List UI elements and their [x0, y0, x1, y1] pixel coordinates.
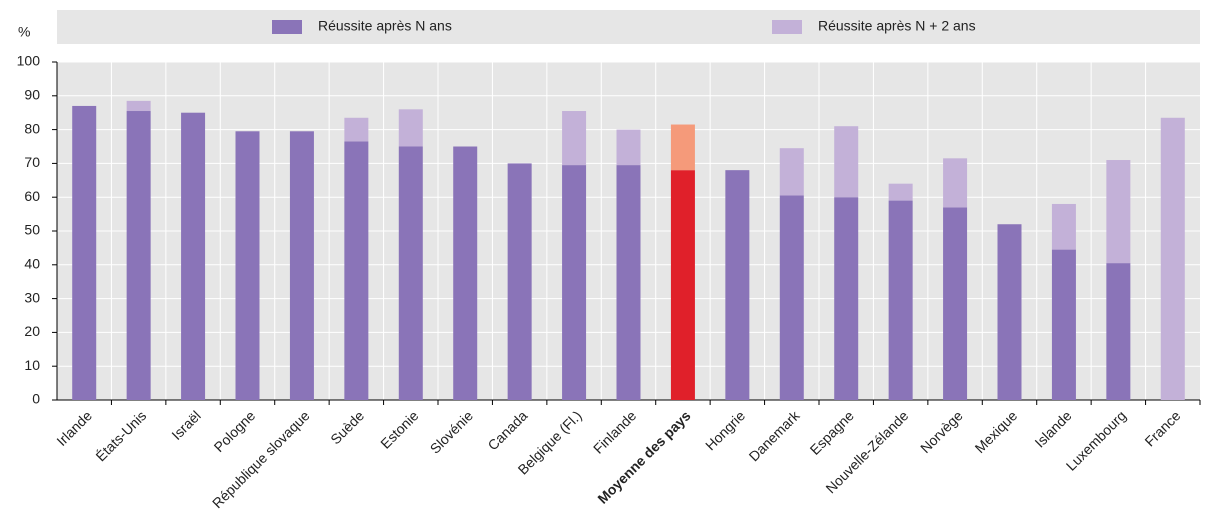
bar	[72, 105, 97, 400]
y-unit: %	[18, 24, 30, 40]
y-tick-label: 40	[24, 256, 40, 272]
bar	[779, 148, 804, 196]
bar	[398, 109, 423, 147]
x-tick-label: Norvège	[917, 407, 966, 456]
bar	[779, 195, 804, 400]
bar	[235, 131, 260, 401]
bar	[1106, 263, 1131, 400]
bar	[943, 158, 968, 208]
bar	[1106, 160, 1131, 264]
x-tick-label: Pologne	[211, 407, 259, 455]
legend-swatch	[272, 20, 302, 34]
bar	[997, 224, 1022, 400]
bar	[670, 124, 695, 171]
bar	[725, 170, 750, 400]
bar	[616, 129, 641, 166]
bar	[126, 100, 151, 112]
bar	[126, 111, 151, 400]
y-tick-label: 50	[24, 222, 40, 238]
y-tick-label: 20	[24, 323, 40, 339]
bar	[453, 146, 478, 400]
legend-swatch	[772, 20, 802, 34]
y-tick-label: 30	[24, 289, 40, 305]
bar	[834, 126, 859, 198]
x-tick-label: Israël	[168, 407, 204, 443]
legend-label: Réussite après N + 2 ans	[818, 18, 976, 34]
x-tick-label: Moyenne des pays	[594, 407, 693, 506]
bar	[888, 200, 913, 400]
bar	[616, 165, 641, 400]
bar	[943, 207, 968, 400]
x-tick-label: Estonie	[377, 407, 421, 451]
legend-background	[57, 10, 1200, 44]
x-tick-label: Hongrie	[702, 407, 748, 453]
y-tick-label: 100	[17, 53, 41, 69]
x-tick-label: États-Unis	[92, 407, 149, 464]
x-tick-label: Suède	[327, 407, 367, 447]
x-tick-label: Slovénie	[427, 407, 476, 456]
x-tick-label: Islande	[1031, 407, 1074, 450]
bar	[670, 170, 695, 400]
bar	[1160, 117, 1185, 401]
y-tick-label: 10	[24, 357, 40, 373]
bar	[834, 197, 859, 400]
bar	[289, 131, 314, 401]
y-tick-label: 0	[32, 391, 40, 407]
bar	[1051, 249, 1076, 400]
x-tick-label: Espagne	[807, 407, 858, 458]
y-tick-label: 60	[24, 188, 40, 204]
y-tick-label: 70	[24, 154, 40, 170]
bar	[344, 117, 369, 142]
x-tick-label: République slovaque	[209, 407, 313, 511]
y-tick-label: 80	[24, 120, 40, 136]
bar	[181, 112, 206, 400]
x-tick-label: Danemark	[746, 407, 804, 465]
bar	[1051, 203, 1076, 250]
bar	[562, 111, 587, 166]
x-tick-label: France	[1141, 407, 1183, 449]
x-tick-label: Irlande	[53, 407, 95, 449]
bar	[507, 163, 532, 400]
y-tick-label: 90	[24, 87, 40, 103]
bar	[398, 146, 423, 400]
x-tick-label: Canada	[484, 407, 530, 453]
bar	[562, 165, 587, 400]
x-tick-label: Mexique	[972, 407, 1021, 456]
x-tick-label: Finlande	[590, 407, 639, 456]
bar	[888, 183, 913, 201]
bar	[344, 141, 369, 400]
legend-label: Réussite après N ans	[318, 18, 452, 34]
